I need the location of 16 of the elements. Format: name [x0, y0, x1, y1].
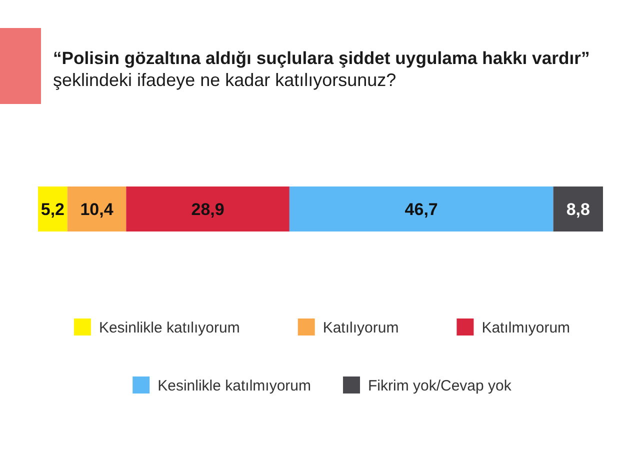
data-label: 28,9: [191, 200, 224, 220]
legend-label: Kesinlikle katılmıyorum: [158, 377, 312, 394]
bar: [67, 186, 126, 232]
data-label: 5,2: [40, 200, 65, 220]
data-label: 46,7: [404, 200, 438, 220]
bar: [126, 186, 290, 232]
legend-label: Katılıyorum: [322, 319, 399, 336]
legend-label: Katılmıyorum: [482, 319, 570, 336]
chart-subtitle: şeklindeki ifadeye ne kadar katılıyorsunuz?: [53, 70, 396, 90]
chart-title: “Polisin gözaltına aldığı suçlulara şiddet uygulama hakkı vardır”: [53, 48, 590, 68]
data-label: 8,8: [566, 200, 590, 220]
legend-label: Fikrim yok/Cevap yok: [368, 377, 512, 394]
legend-label: Kesinlikle katılıyorum: [98, 319, 240, 336]
bar: [553, 186, 603, 232]
bar: [289, 186, 554, 232]
data-label: 10,4: [80, 200, 114, 220]
